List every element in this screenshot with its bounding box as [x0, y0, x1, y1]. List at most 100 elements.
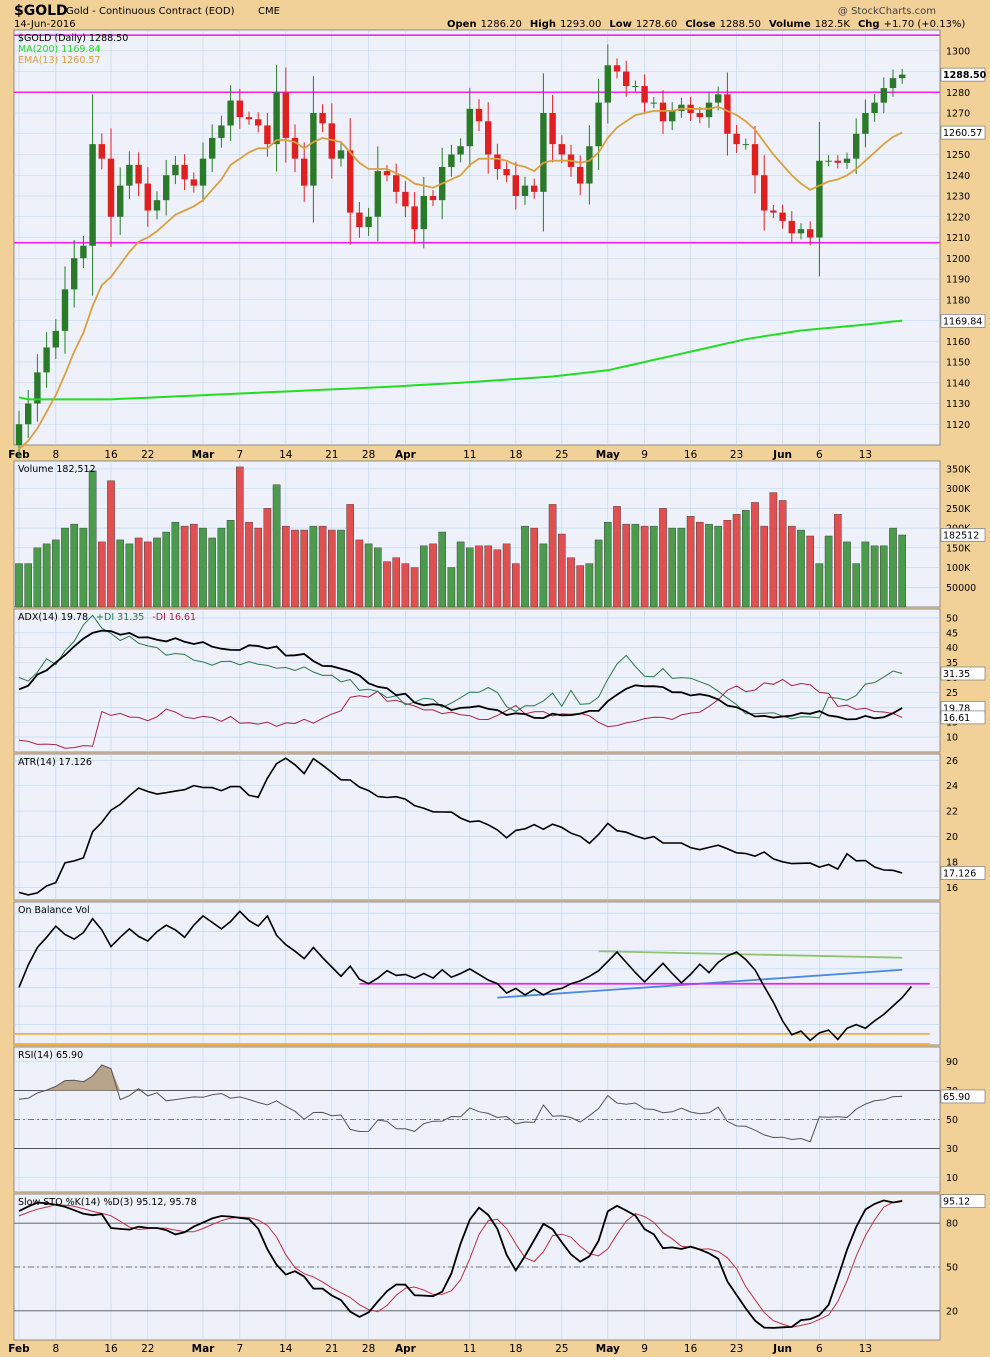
y-tick-label: 90 — [946, 1057, 958, 1068]
volume-bar — [705, 523, 713, 608]
candle-body — [595, 102, 602, 147]
x-tick-label: 16 — [104, 1343, 118, 1355]
volume-bar — [889, 527, 897, 608]
legend-entry: ATR(14) 17.126 — [18, 757, 92, 768]
candle-body — [52, 330, 59, 348]
candle-body — [135, 164, 142, 184]
x-tick-label: 11 — [463, 449, 476, 461]
x-tick-label: 23 — [730, 1343, 743, 1355]
value-flag-label: 65.90 — [943, 1092, 970, 1103]
y-tick-label: 1160 — [946, 337, 970, 348]
x-tick-label: 14 — [279, 449, 293, 461]
legend-entry: Volume 182,512 — [18, 464, 96, 475]
volume-bar — [456, 541, 465, 608]
candle-body — [365, 216, 372, 228]
candle-body — [89, 144, 96, 246]
candle-body — [448, 154, 455, 167]
y-tick-label: 80 — [946, 1219, 958, 1230]
volume-bar — [631, 523, 640, 608]
volume-bar — [300, 529, 309, 608]
candle-body — [190, 179, 197, 186]
volume-bar — [282, 525, 290, 608]
legend-entry: -DI 16.61 — [152, 612, 196, 623]
x-tick-label: 21 — [325, 449, 338, 461]
candle-body — [172, 164, 179, 176]
value-flag — [940, 666, 986, 681]
volume-bar — [254, 527, 263, 608]
candle-body — [199, 158, 207, 186]
sto-d-line — [18, 1199, 903, 1328]
candle-body — [540, 113, 547, 192]
x-tick-label: Jun — [772, 1343, 792, 1355]
date-label: 14-Jun-2016 — [14, 19, 76, 30]
x-tick-label: 13 — [859, 449, 872, 461]
candle-body — [61, 289, 69, 331]
x-tick-label: Apr — [395, 1343, 417, 1355]
value-flag-label: 1288.50 — [943, 70, 987, 81]
ohlc-value: 1288.50 — [720, 19, 761, 30]
candle-body — [328, 123, 335, 159]
x-tick-label: 25 — [555, 449, 568, 461]
volume-bar — [723, 519, 732, 608]
candle-body — [163, 175, 170, 201]
x-tick-label: 23 — [730, 449, 743, 461]
ohlc-value: 1286.20 — [481, 19, 522, 30]
candle-body — [843, 158, 851, 163]
x-tick-label: May — [596, 449, 620, 461]
candle-body — [457, 146, 464, 155]
candle-body — [641, 86, 648, 103]
candle-body — [632, 86, 639, 88]
candle-body — [705, 102, 713, 118]
obv-trendline — [598, 950, 903, 959]
candle-body — [816, 160, 823, 238]
x-tick-label: Apr — [395, 449, 417, 461]
candle-body — [779, 212, 786, 221]
ohlc-value: 1293.00 — [560, 19, 601, 30]
volume-bar — [815, 563, 824, 608]
volume-bar — [475, 545, 483, 608]
legend-entry: +DI 31.35 — [96, 612, 144, 623]
y-tick-label: 1150 — [946, 358, 970, 369]
candle-body — [715, 94, 722, 103]
candle-body — [98, 144, 105, 159]
volume-bar — [420, 545, 428, 608]
y-tick-label: 50000 — [946, 583, 976, 594]
candle-body — [871, 102, 878, 113]
candle-body — [374, 171, 381, 217]
volume-bar — [502, 543, 511, 608]
ohlc-value: +1.70 (+0.13%) — [884, 19, 966, 30]
y-tick-label: 18 — [946, 857, 958, 868]
candle-body — [880, 88, 887, 103]
obv-line — [18, 910, 913, 1042]
volume-bar — [870, 545, 879, 608]
plus-di-line — [18, 614, 903, 720]
value-flag — [940, 528, 986, 542]
volume-bar — [447, 567, 456, 608]
ohlc-value: 182.5K — [815, 19, 851, 30]
volume-bar — [162, 531, 171, 608]
volume-bar — [153, 537, 161, 608]
y-tick-label: 16 — [946, 883, 958, 894]
volume-bar — [686, 516, 695, 608]
ema13-line — [18, 105, 903, 450]
volume-bar — [788, 525, 796, 608]
candle-body — [669, 110, 676, 122]
value-flag-label: 95.12 — [943, 1197, 970, 1208]
y-tick-label: 1220 — [946, 212, 970, 223]
candle-body — [549, 113, 556, 145]
candle-body — [80, 245, 87, 259]
legend-entry: Slow STO %K(14) %D(3) 95.12, 95.78 — [18, 1197, 197, 1208]
volume-bar — [226, 519, 235, 608]
volume-bar — [696, 521, 704, 608]
value-flag — [940, 710, 986, 725]
adx-panel: 101520253035404550ADX(14) 19.78+DI 31.35… — [13, 608, 986, 753]
volume-bar — [217, 527, 226, 608]
volume-bar — [429, 543, 437, 608]
volume-bar — [668, 527, 676, 608]
ohlc-label: Close — [685, 19, 716, 30]
volume-bar — [650, 525, 658, 608]
legend-entry: ADX(14) 19.78 — [18, 612, 88, 623]
candle-body — [34, 372, 41, 404]
